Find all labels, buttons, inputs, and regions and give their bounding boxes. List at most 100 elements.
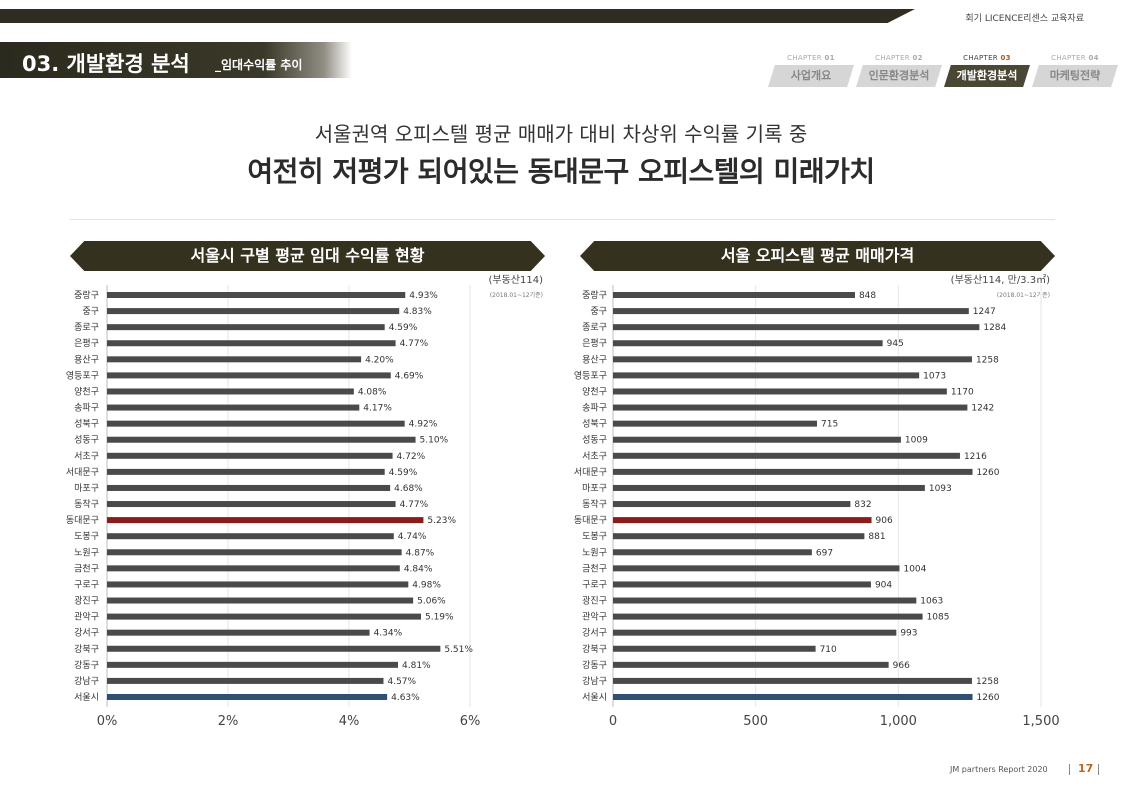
bar bbox=[107, 677, 384, 684]
chart1-banner: 서울시 구별 평균 임대 수익률 현황 bbox=[70, 241, 545, 271]
top-decor-bar bbox=[0, 9, 915, 23]
category-label: 동작구 bbox=[582, 499, 607, 510]
chapter-03[interactable]: CHAPTER 03 개발환경분석 bbox=[944, 54, 1030, 87]
chapter-02[interactable]: CHAPTER 02 인문환경분석 bbox=[856, 54, 942, 87]
value-label: 1284 bbox=[983, 323, 1006, 333]
bar bbox=[613, 533, 865, 540]
value-label: 4.81% bbox=[402, 661, 431, 671]
value-label: 1063 bbox=[920, 597, 943, 607]
bar bbox=[107, 597, 414, 604]
bar bbox=[613, 308, 969, 315]
category-label: 용산구 bbox=[74, 354, 99, 365]
bar bbox=[613, 436, 901, 443]
value-label: 1260 bbox=[977, 468, 1000, 478]
category-label: 노원구 bbox=[74, 547, 99, 558]
tab-chapter-03[interactable]: 개발환경분석 bbox=[944, 65, 1030, 87]
bar bbox=[613, 597, 917, 604]
category-label: 광진구 bbox=[74, 595, 99, 607]
chart-period: (2018.01~12기준) bbox=[997, 291, 1050, 299]
value-label: 4.63% bbox=[391, 693, 420, 703]
category-label: 강동구 bbox=[582, 660, 607, 671]
chapter-04[interactable]: CHAPTER 04 마케팅전략 bbox=[1032, 54, 1118, 87]
category-label: 서대문구 bbox=[574, 467, 607, 478]
bar bbox=[613, 694, 973, 700]
bar bbox=[613, 452, 960, 459]
category-label: 성동구 bbox=[582, 435, 607, 446]
value-label: 993 bbox=[900, 629, 917, 639]
value-label: 4.77% bbox=[400, 339, 429, 349]
value-label: 966 bbox=[893, 661, 910, 671]
category-label: 양천구 bbox=[582, 386, 607, 397]
category-label: 강서구 bbox=[74, 628, 99, 639]
value-label: 4.59% bbox=[389, 468, 418, 478]
rental-yield-chart: (부동산114) (2018.01~12기준) 0% 2% 4% 6% 중랑구 4.93% 중구… bbox=[66, 274, 544, 729]
x-tick-label: 6% bbox=[460, 714, 481, 729]
bar bbox=[107, 613, 421, 620]
value-label: 1242 bbox=[971, 404, 994, 414]
chapter-number: CHAPTER 01 bbox=[787, 54, 835, 62]
bar bbox=[107, 694, 388, 700]
x-tick-label: 0 bbox=[609, 714, 617, 729]
category-label: 강북구 bbox=[582, 644, 607, 655]
category-label: 성북구 bbox=[74, 419, 99, 430]
x-tick-label: 4% bbox=[339, 714, 360, 729]
value-label: 1258 bbox=[976, 355, 999, 365]
bar bbox=[613, 661, 889, 668]
value-label: 4.92% bbox=[409, 420, 438, 430]
value-label: 5.51% bbox=[444, 645, 473, 655]
value-label: 5.23% bbox=[427, 516, 456, 526]
chapter-01[interactable]: CHAPTER 01 사업개요 bbox=[768, 54, 854, 87]
value-label: 1093 bbox=[929, 484, 952, 494]
tab-chapter-01[interactable]: 사업개요 bbox=[768, 65, 854, 87]
chart-source: (부동산114, 만/3.3㎡) bbox=[951, 274, 1050, 286]
value-label: 4.57% bbox=[387, 677, 416, 687]
chart-period: (2018.01~12기준) bbox=[490, 291, 543, 299]
bar bbox=[107, 420, 405, 427]
bar bbox=[107, 645, 441, 652]
category-label: 성북구 bbox=[582, 419, 607, 430]
category-label: 도봉구 bbox=[582, 531, 607, 542]
bar bbox=[107, 452, 393, 459]
category-label: 구로구 bbox=[582, 579, 607, 590]
value-label: 4.20% bbox=[365, 355, 394, 365]
category-label: 중구 bbox=[590, 306, 607, 317]
bar bbox=[107, 356, 362, 363]
value-label: 1260 bbox=[977, 693, 1000, 703]
page-number: 17 bbox=[1078, 762, 1094, 775]
value-label: 4.59% bbox=[389, 323, 418, 333]
x-tick-label: 1,000 bbox=[880, 714, 917, 729]
bar bbox=[107, 549, 402, 556]
value-label: 832 bbox=[854, 500, 871, 510]
category-label: 동대문구 bbox=[574, 515, 607, 526]
tab-chapter-04[interactable]: 마케팅전략 bbox=[1032, 65, 1118, 87]
bar bbox=[613, 292, 855, 298]
category-label: 강남구 bbox=[582, 676, 607, 687]
category-label: 성동구 bbox=[74, 435, 99, 446]
footer-separator bbox=[1098, 764, 1099, 775]
bar bbox=[613, 356, 972, 363]
value-label: 1170 bbox=[951, 387, 974, 397]
category-label: 강북구 bbox=[74, 644, 99, 655]
value-label: 715 bbox=[821, 420, 838, 430]
bar bbox=[613, 629, 897, 636]
category-label: 동대문구 bbox=[66, 515, 99, 526]
bar bbox=[107, 629, 370, 636]
value-label: 4.93% bbox=[409, 291, 438, 301]
bar bbox=[107, 484, 391, 491]
bar bbox=[107, 388, 354, 395]
value-label: 4.84% bbox=[404, 564, 433, 574]
chart-source: (부동산114) bbox=[489, 274, 544, 286]
category-label: 종로구 bbox=[582, 322, 607, 333]
category-label: 마포구 bbox=[582, 483, 607, 494]
bar bbox=[613, 324, 980, 331]
value-label: 904 bbox=[875, 580, 892, 590]
bar bbox=[107, 372, 391, 379]
bar bbox=[107, 340, 396, 347]
category-label: 강서구 bbox=[582, 628, 607, 639]
category-label: 중랑구 bbox=[582, 289, 607, 301]
chapter-number: CHAPTER 04 bbox=[1051, 54, 1099, 62]
tab-chapter-02[interactable]: 인문환경분석 bbox=[856, 65, 942, 87]
bar bbox=[107, 324, 385, 331]
value-label: 4.87% bbox=[406, 548, 435, 558]
category-label: 은평구 bbox=[74, 338, 99, 349]
